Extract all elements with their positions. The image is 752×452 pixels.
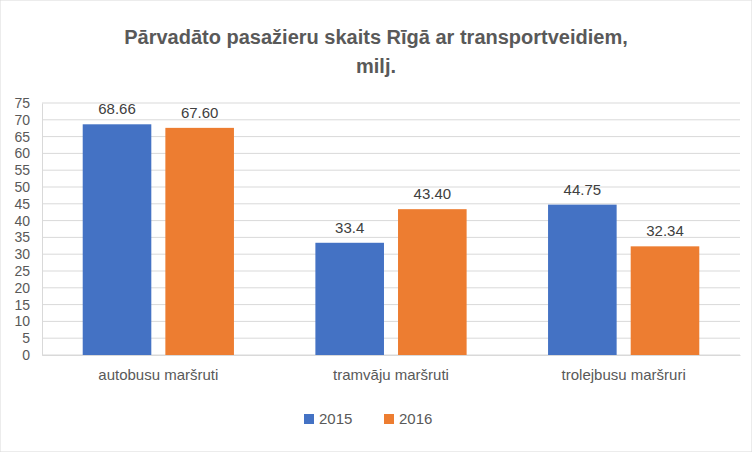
y-tick-label: 25 <box>14 263 30 279</box>
y-tick-label: 50 <box>14 179 30 195</box>
x-tick-label: autobusu maršruti <box>98 366 218 383</box>
bar <box>631 246 700 355</box>
grid-line <box>42 119 740 120</box>
y-tick: 60 <box>14 145 42 161</box>
y-tick: 55 <box>14 162 42 178</box>
y-tick: 65 <box>14 129 42 145</box>
y-tick: 75 <box>14 95 42 111</box>
y-tick-label: 35 <box>14 229 30 245</box>
legend-swatch <box>384 414 394 424</box>
bars <box>83 124 700 355</box>
bar <box>398 209 467 355</box>
y-tick: 70 <box>14 112 42 128</box>
x-tick: autobusu maršruti <box>98 355 218 383</box>
y-tick: 0 <box>22 347 42 363</box>
bar <box>165 128 234 355</box>
y-tick-label: 55 <box>14 162 30 178</box>
data-label: 68.66 <box>98 100 136 117</box>
data-label: 43.40 <box>414 185 452 202</box>
y-tick: 25 <box>14 263 42 279</box>
y-tick: 45 <box>14 196 42 212</box>
y-tick-label: 65 <box>14 129 30 145</box>
data-label: 67.60 <box>181 104 219 121</box>
background <box>0 0 752 452</box>
data-label: 44.75 <box>564 181 602 198</box>
y-tick: 5 <box>22 330 42 346</box>
grid <box>42 103 740 355</box>
legend: 2015 2016 <box>304 410 432 427</box>
legend-label: 2015 <box>319 410 352 427</box>
title: Pārvadāto pasažieru skaits Rīgā ar trans… <box>124 26 628 77</box>
x-tick: tramvāju maršruti <box>333 355 449 383</box>
legend-swatch <box>304 414 314 424</box>
y-tick-label: 0 <box>22 347 30 363</box>
chart: Pārvadāto pasažieru skaits Rīgā ar trans… <box>0 0 752 452</box>
bar <box>315 243 384 355</box>
y-tick: 50 <box>14 179 42 195</box>
y-tick: 40 <box>14 213 42 229</box>
y-tick: 35 <box>14 229 42 245</box>
y-tick-label: 70 <box>14 112 30 128</box>
y-tick: 20 <box>14 280 42 296</box>
data-label: 33.4 <box>335 219 364 236</box>
y-tick-label: 40 <box>14 213 30 229</box>
y-tick: 10 <box>14 313 42 329</box>
data-label: 32.34 <box>646 222 684 239</box>
grid-line <box>42 103 740 104</box>
y-tick-label: 60 <box>14 145 30 161</box>
y-tick-label: 45 <box>14 196 30 212</box>
y-tick-label: 75 <box>14 95 30 111</box>
y-tick-label: 10 <box>14 313 30 329</box>
x-tick-label: tramvāju maršruti <box>333 366 449 383</box>
y-tick-label: 5 <box>22 330 30 346</box>
y-axis-line <box>42 104 43 356</box>
legend-label: 2016 <box>399 410 432 427</box>
x-tick: trolejbusu maršruri <box>562 355 686 383</box>
y-tick-label: 15 <box>14 297 30 313</box>
y-tick-label: 20 <box>14 280 30 296</box>
bar <box>83 124 152 355</box>
y-tick-label: 30 <box>14 246 30 262</box>
x-tick-label: trolejbusu maršruri <box>562 366 686 383</box>
y-tick: 15 <box>14 297 42 313</box>
y-tick: 30 <box>14 246 42 262</box>
data-labels: 68.66 33.4 44.75 67.60 43.40 32.34 <box>98 100 684 239</box>
y-axis: 051015202530354045505560657075 <box>14 95 42 363</box>
bar <box>548 205 617 355</box>
x-axis: autobusu maršruti tramvāju maršruti trolej… <box>43 355 741 383</box>
x-axis-line <box>43 355 741 356</box>
